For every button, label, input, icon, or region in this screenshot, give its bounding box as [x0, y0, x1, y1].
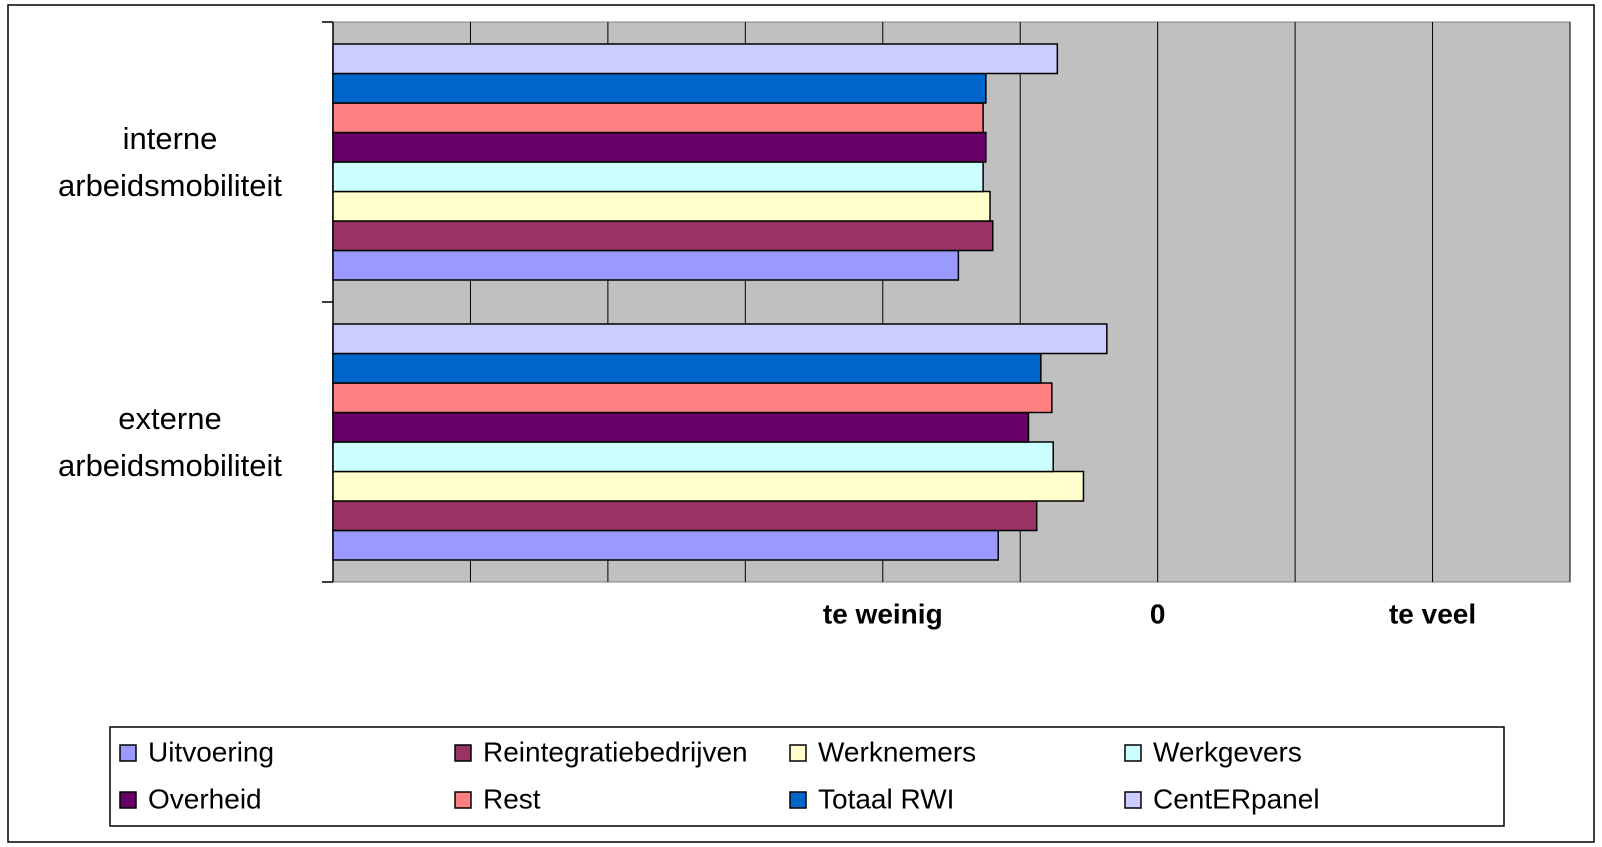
legend-swatch [789, 791, 807, 809]
legend-label: Werknemers [818, 736, 976, 767]
x-tick-label: te weinig [823, 598, 943, 629]
legend-swatch [119, 791, 137, 809]
bar [332, 352, 1042, 384]
bar [332, 382, 1053, 414]
y-tick-label: interne arbeidsmobiliteit [58, 121, 282, 203]
legend-label: Rest [483, 783, 541, 814]
legend-label: Uitvoering [148, 736, 274, 767]
bar [332, 470, 1085, 502]
legend-label: Totaal RWI [818, 783, 954, 814]
bar [332, 220, 994, 252]
bar [332, 500, 1038, 532]
bar [332, 161, 984, 193]
legend-swatch [119, 744, 137, 762]
legend-label: Werkgevers [1153, 736, 1302, 767]
bar [332, 441, 1054, 473]
bar [332, 190, 991, 222]
legend-swatch [1124, 744, 1142, 762]
bar [332, 131, 987, 163]
bar [332, 529, 999, 561]
bar [332, 102, 984, 134]
bar [332, 411, 1030, 443]
bar [332, 323, 1108, 355]
legend-label: CentERpanel [1153, 783, 1320, 814]
bar [332, 72, 987, 104]
legend-label: Overheid [148, 783, 262, 814]
bar [332, 249, 960, 281]
x-tick-label: te veel [1389, 598, 1476, 629]
legend-swatch [1124, 791, 1142, 809]
y-tick-label: externe arbeidsmobiliteit [58, 401, 282, 483]
bar [332, 43, 1059, 75]
legend-swatch [789, 744, 807, 762]
legend-label: Reintegratiebedrijven [483, 736, 748, 767]
legend-swatch [454, 744, 472, 762]
legend-box [109, 726, 1505, 827]
x-tick-label: 0 [1150, 598, 1166, 629]
legend-swatch [454, 791, 472, 809]
